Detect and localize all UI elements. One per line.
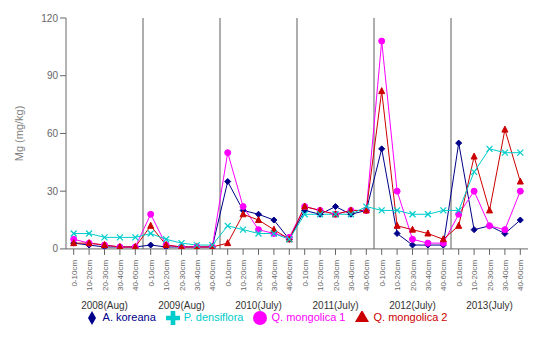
svg-text:10-20cm: 10-20cm — [85, 260, 94, 291]
svg-text:20-30cm: 20-30cm — [486, 260, 495, 291]
svg-text:0-10cm: 0-10cm — [378, 260, 387, 287]
svg-text:40-60cm: 40-60cm — [208, 260, 217, 291]
svg-text:0: 0 — [52, 243, 58, 254]
svg-text:2011(July): 2011(July) — [313, 300, 359, 311]
svg-text:30-40cm: 30-40cm — [116, 260, 125, 291]
svg-text:40-60cm: 40-60cm — [131, 260, 140, 291]
svg-text:10-20cm: 10-20cm — [162, 260, 171, 291]
svg-text:30-40cm: 30-40cm — [193, 260, 202, 291]
svg-text:0-10cm: 0-10cm — [70, 260, 79, 287]
svg-text:10-20cm: 10-20cm — [393, 260, 402, 291]
svg-text:10-20cm: 10-20cm — [239, 260, 248, 291]
svg-text:10-20cm: 10-20cm — [316, 260, 325, 291]
svg-text:10-20cm: 10-20cm — [470, 260, 479, 291]
svg-text:60: 60 — [47, 128, 59, 139]
svg-text:0-10cm: 0-10cm — [455, 260, 464, 287]
svg-text:20-30cm: 20-30cm — [332, 260, 341, 291]
svg-text:2008(Aug): 2008(Aug) — [81, 300, 128, 311]
html-text:Q. mongolica 1: Q. mongolica 1 — [271, 310, 346, 323]
svg-text:30-40cm: 30-40cm — [501, 260, 510, 291]
svg-text:30: 30 — [47, 186, 59, 197]
svg-text:30-40cm: 30-40cm — [347, 260, 356, 291]
svg-text:0-10cm: 0-10cm — [224, 260, 233, 287]
svg-text:30-40cm: 30-40cm — [424, 260, 433, 291]
svg-text:20-30cm: 20-30cm — [255, 260, 264, 291]
svg-text:90: 90 — [47, 70, 59, 81]
svg-text:20-30cm: 20-30cm — [178, 260, 187, 291]
svg-text:20-30cm: 20-30cm — [101, 260, 110, 291]
svg-text:2012(July): 2012(July) — [389, 300, 436, 311]
svg-text:2013(July): 2013(July) — [466, 300, 513, 311]
html-text:Q. mongolica 2: Q. mongolica 2 — [373, 310, 448, 323]
svg-text:40-60cm: 40-60cm — [362, 260, 371, 291]
svg-text:Mg (mg/kg): Mg (mg/kg) — [13, 106, 25, 162]
svg-text:40-60cm: 40-60cm — [516, 260, 525, 291]
svg-text:2010(July): 2010(July) — [235, 300, 282, 311]
svg-text:120: 120 — [41, 13, 58, 24]
html-text:P. densiflora: P. densiflora — [183, 310, 244, 323]
svg-text:2009(Aug): 2009(Aug) — [158, 300, 205, 311]
svg-text:40-60cm: 40-60cm — [285, 260, 294, 291]
svg-text:40-60cm: 40-60cm — [439, 260, 448, 291]
svg-text:0-10cm: 0-10cm — [301, 260, 310, 287]
svg-text:0-10cm: 0-10cm — [147, 260, 156, 287]
svg-text:20-30cm: 20-30cm — [409, 260, 418, 291]
svg-text:30-40cm: 30-40cm — [270, 260, 279, 291]
html-text:A. koreana: A. koreana — [102, 310, 156, 323]
